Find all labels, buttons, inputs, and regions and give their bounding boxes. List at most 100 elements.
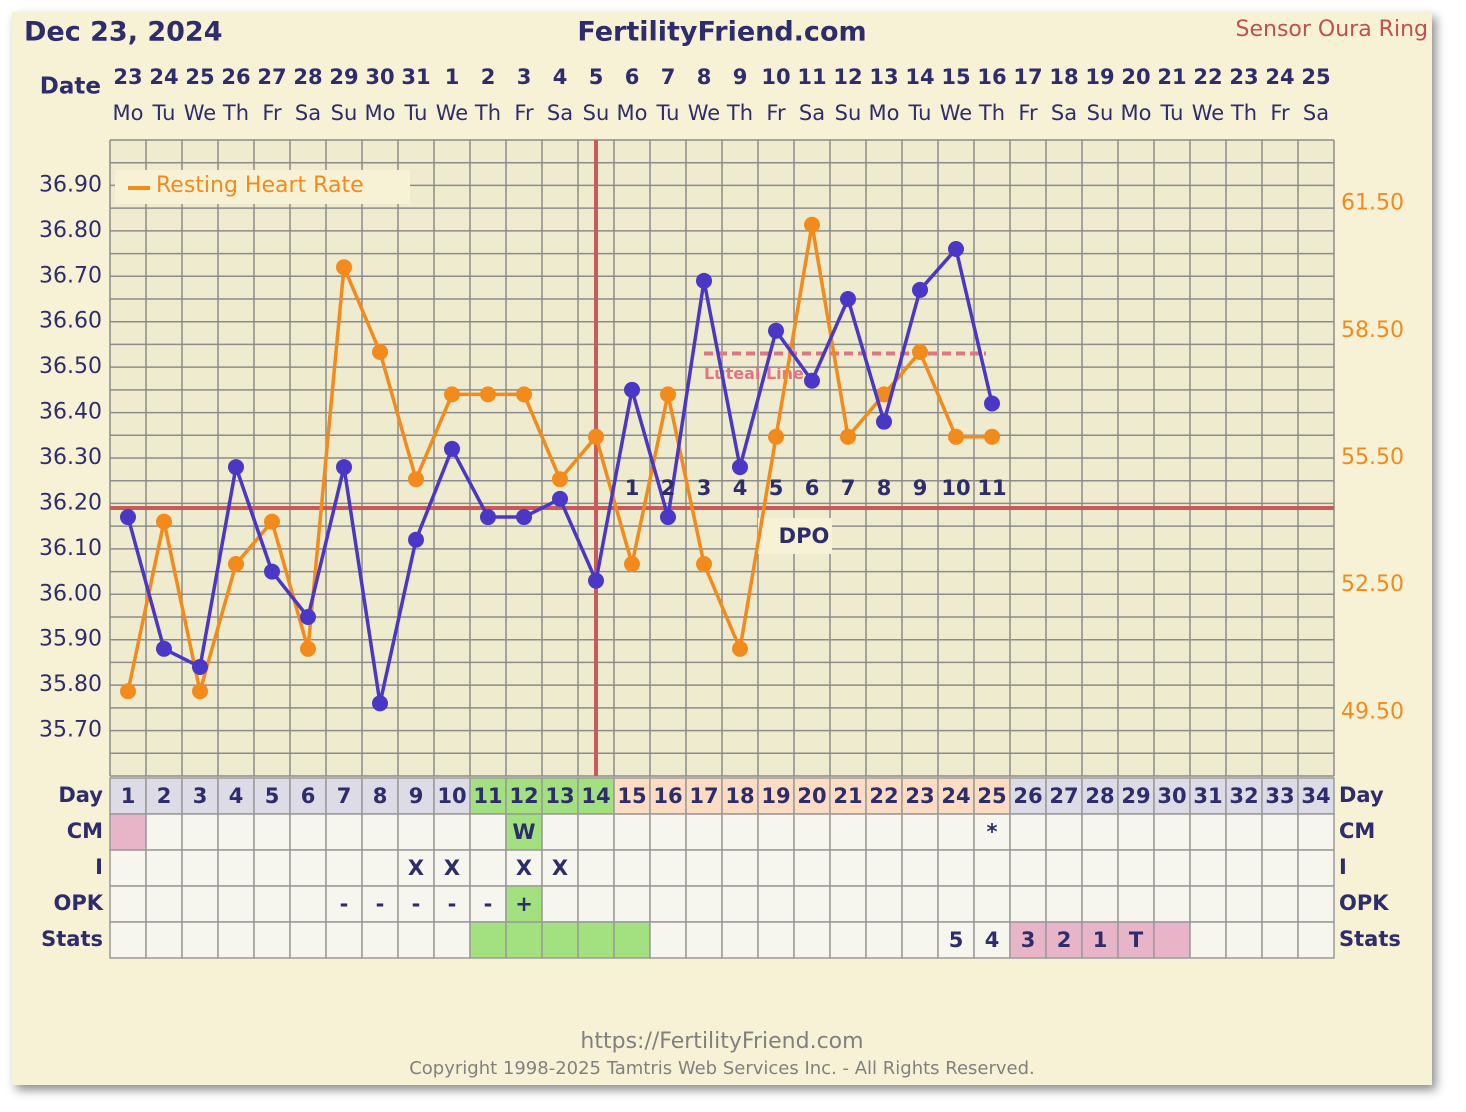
day-number: 31 — [1193, 784, 1222, 808]
table-cell — [757, 849, 795, 887]
table-cell — [145, 921, 183, 959]
dpo-number: 11 — [977, 476, 1006, 500]
day-cell — [757, 777, 795, 815]
day-number: 1 — [121, 784, 136, 808]
cell-text: - — [340, 892, 349, 916]
series-point — [624, 381, 640, 398]
weekday: Mo — [617, 101, 648, 125]
weekday: Sa — [547, 101, 573, 125]
copyright: Copyright 1998-2025 Tamtris Web Services… — [409, 1058, 1035, 1079]
day-number: 16 — [653, 784, 682, 808]
dpo-number: 3 — [697, 476, 712, 500]
table-cell — [1117, 885, 1155, 923]
series-point — [156, 513, 172, 530]
day-number: 8 — [373, 784, 388, 808]
table-cell — [541, 921, 579, 959]
table-cell — [901, 849, 939, 887]
day-number: 19 — [761, 784, 790, 808]
weekday: Mo — [365, 101, 396, 125]
table-cell — [325, 849, 363, 887]
table-cell — [1117, 921, 1155, 959]
date-number: 8 — [697, 65, 712, 89]
series-point — [876, 386, 892, 403]
day-cell — [1189, 777, 1227, 815]
table-cell — [829, 921, 867, 959]
series-point — [480, 386, 496, 403]
date-number: 12 — [833, 65, 862, 89]
series-point — [660, 386, 676, 403]
table-cell — [865, 921, 903, 959]
table-cell — [289, 813, 327, 851]
table-cell — [685, 813, 723, 851]
table-cell — [181, 813, 219, 851]
y-tick-label: 35.80 — [39, 672, 102, 697]
table-cell — [397, 921, 435, 959]
footer-url: https://FertilityFriend.com — [580, 1029, 863, 1054]
table-cell — [541, 813, 579, 851]
weekday: Sa — [1051, 101, 1077, 125]
date-number: 2 — [481, 65, 496, 89]
day-number: 27 — [1049, 784, 1078, 808]
date-number: 28 — [293, 65, 322, 89]
row-label: OPK — [53, 891, 103, 915]
weekday: Th — [978, 101, 1005, 125]
table-cell — [1153, 885, 1191, 923]
cell-text: - — [484, 892, 493, 916]
table-cell — [613, 813, 651, 851]
cell-text: * — [987, 820, 998, 844]
table-cell — [1297, 885, 1335, 923]
weekday: Tu — [656, 101, 680, 125]
table-cell — [1225, 885, 1263, 923]
table-cell — [505, 921, 543, 959]
day-cell — [253, 777, 291, 815]
table-cell — [1189, 849, 1227, 887]
series-point — [732, 640, 748, 657]
table-cell — [433, 849, 471, 887]
dpo-number: 1 — [625, 476, 640, 500]
date-number: 3 — [517, 65, 532, 89]
table-cell — [325, 921, 363, 959]
table-cell — [361, 813, 399, 851]
series-point — [372, 695, 388, 712]
dpo-number: 4 — [733, 476, 748, 500]
series-point — [444, 440, 460, 457]
table-cell — [325, 813, 363, 851]
weekday: Sa — [799, 101, 825, 125]
table-cell — [577, 885, 615, 923]
cell-text: 2 — [1057, 928, 1072, 952]
table-cell — [145, 813, 183, 851]
weekday: Fr — [514, 101, 534, 125]
series-point — [120, 509, 136, 526]
table-cell — [793, 885, 831, 923]
y-tick-label: 36.90 — [39, 172, 102, 197]
day-cell — [973, 777, 1011, 815]
table-cell — [793, 921, 831, 959]
dpo-number: 6 — [805, 476, 820, 500]
series-point — [228, 459, 244, 476]
table-cell — [361, 849, 399, 887]
day-number: 14 — [581, 784, 610, 808]
series-point — [588, 572, 604, 589]
series-point — [444, 386, 460, 403]
row-label: I — [1339, 855, 1347, 879]
weekday: We — [184, 101, 216, 125]
table-cell — [361, 885, 399, 923]
date-number: 25 — [1301, 65, 1330, 89]
day-number: 28 — [1085, 784, 1114, 808]
dpo-number: 5 — [769, 476, 784, 500]
weekday: We — [1192, 101, 1224, 125]
day-number: 3 — [193, 784, 208, 808]
date-number: 5 — [589, 65, 604, 89]
day-number: 6 — [301, 784, 316, 808]
table-cell — [1225, 921, 1263, 959]
series-point — [804, 216, 820, 233]
table-cell — [829, 849, 867, 887]
table-cell — [685, 885, 723, 923]
series-point — [300, 640, 316, 657]
y-tick-label: 36.80 — [39, 218, 102, 243]
date-number: 24 — [1265, 65, 1294, 89]
weekday: Th — [1230, 101, 1257, 125]
table-cell — [1117, 849, 1155, 887]
series-point — [552, 490, 568, 507]
